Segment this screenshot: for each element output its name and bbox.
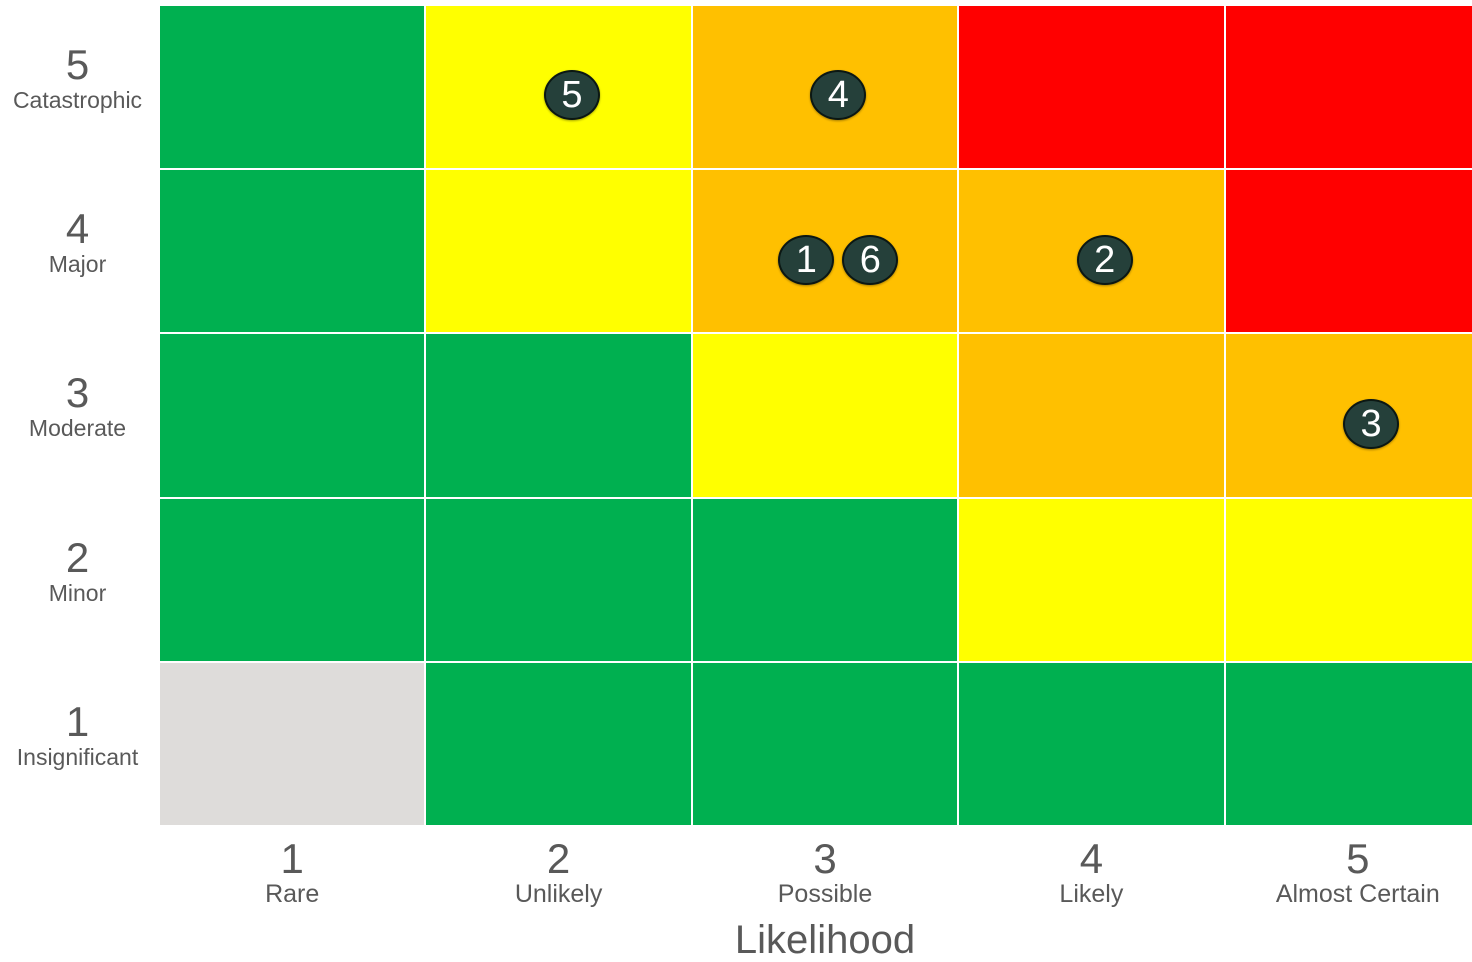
- y-tick-label: 5 Catastrophic: [0, 41, 155, 114]
- matrix-cell: [691, 497, 959, 662]
- y-tick-level: 5: [65, 41, 90, 88]
- matrix-cell: [1224, 497, 1472, 662]
- matrix-cell: [159, 5, 426, 170]
- matrix-cell: [425, 333, 692, 498]
- matrix-cell: [425, 661, 692, 826]
- matrix-cell: [1224, 169, 1472, 334]
- risk-marker[interactable]: 2: [1076, 234, 1133, 285]
- matrix-cell: [159, 661, 426, 826]
- risk-marker[interactable]: 3: [1343, 398, 1400, 449]
- y-tick-label: 3 Moderate: [0, 369, 155, 442]
- y-tick-label: 1 Insignificant: [0, 697, 155, 770]
- y-tick-level: 1: [65, 697, 90, 745]
- matrix-cell: [159, 169, 426, 334]
- risk-marker[interactable]: 6: [842, 234, 899, 285]
- x-tick-label: 3 Possible: [692, 835, 958, 909]
- x-tick-label: 1 Rare: [159, 835, 425, 909]
- matrix-cell: [425, 169, 692, 334]
- x-tick-name: Rare: [265, 880, 320, 908]
- x-tick-name: Unlikely: [514, 880, 603, 908]
- y-tick-name: Catastrophic: [12, 87, 143, 113]
- y-tick-level: 2: [65, 533, 90, 581]
- x-tick-name: Likely: [1059, 880, 1124, 908]
- y-tick-name: Moderate: [28, 415, 127, 442]
- matrix-cell: [159, 497, 426, 662]
- y-tick-label: 2 Minor: [0, 533, 155, 606]
- risk-marker[interactable]: 1: [778, 234, 835, 285]
- matrix-cell: [691, 333, 959, 498]
- matrix-cell: [958, 497, 1225, 662]
- x-tick-level: 1: [280, 835, 304, 882]
- y-tick-level: 4: [65, 205, 90, 253]
- matrix-cell: [159, 333, 426, 498]
- x-tick-level: 5: [1346, 835, 1370, 882]
- matrix-cell: [958, 5, 1225, 170]
- x-tick-label: 5 Almost Certain: [1225, 835, 1472, 909]
- matrix-cell: [1224, 661, 1472, 826]
- risk-marker[interactable]: 5: [543, 70, 600, 121]
- y-tick-name: Minor: [48, 579, 107, 606]
- x-tick-name: Possible: [777, 880, 873, 908]
- matrix-cell: [958, 661, 1225, 826]
- x-tick-level: 3: [813, 835, 837, 882]
- y-tick-name: Insignificant: [16, 743, 139, 770]
- y-tick-level: 3: [65, 369, 90, 417]
- matrix-cell: [1224, 5, 1472, 170]
- x-axis-title: Likelihood: [734, 918, 916, 962]
- matrix-cell: [958, 333, 1225, 498]
- matrix-cell: [425, 497, 692, 662]
- matrix-cell: [691, 661, 959, 826]
- x-tick-level: 2: [546, 835, 571, 882]
- x-tick-level: 4: [1079, 835, 1104, 882]
- y-tick-label: 4 Major: [0, 205, 155, 278]
- x-tick-name: Almost Certain: [1275, 880, 1440, 908]
- risk-marker[interactable]: 4: [810, 70, 867, 121]
- x-tick-label: 4 Likely: [958, 835, 1224, 909]
- y-tick-name: Major: [48, 251, 107, 278]
- x-tick-label: 2 Unlikely: [425, 835, 691, 909]
